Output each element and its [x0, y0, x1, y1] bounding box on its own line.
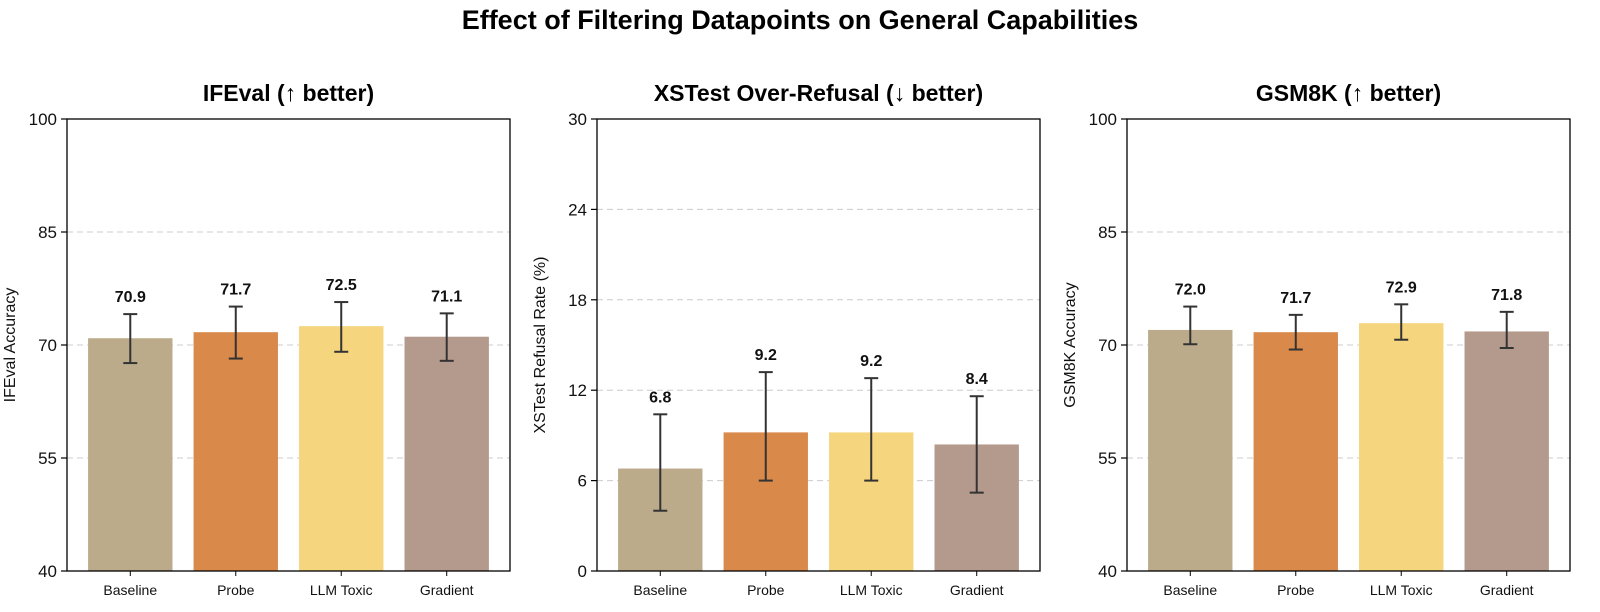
y-tick-label: 55	[38, 449, 57, 468]
y-tick-label: 18	[568, 291, 587, 310]
panel-title: XSTest Over-Refusal (↓ better)	[654, 80, 983, 106]
data-label: 9.2	[860, 353, 882, 370]
x-tick-label: LLM Toxic	[1370, 582, 1433, 598]
error-bar	[969, 395, 984, 494]
y-tick-label: 100	[29, 110, 57, 129]
x-tick-label: Gradient	[950, 582, 1004, 598]
plot-frame	[596, 118, 1041, 572]
error-bar	[439, 312, 454, 362]
x-tick-label: Probe	[217, 582, 255, 598]
x-tick-label: Baseline	[633, 582, 687, 598]
y-axis-label: GSM8K Accuracy	[1062, 282, 1079, 407]
y-tick-label: 0	[578, 562, 587, 581]
y-tick-label: 85	[1098, 223, 1117, 242]
data-label: 72.5	[326, 277, 357, 294]
panel-title: IFEval (↑ better)	[203, 80, 374, 106]
x-tick-label: Gradient	[1480, 582, 1534, 598]
error-bar	[758, 371, 773, 482]
panel-2: 6.8 Baseline 9.2 Probe 9.2 LLM Toxic 8.4 Gradie…	[532, 80, 1041, 598]
data-label: 71.7	[220, 282, 251, 299]
error-bar	[1288, 313, 1303, 351]
y-tick-label: 70	[1098, 336, 1117, 355]
x-tick-label: Probe	[1277, 582, 1315, 598]
bar-gradient	[404, 336, 489, 571]
error-bar	[1394, 303, 1409, 341]
y-tick-label: 40	[38, 562, 57, 581]
x-tick-label: Baseline	[103, 582, 157, 598]
y-tick-label: 40	[1098, 562, 1117, 581]
bar-llm-toxic	[1359, 323, 1444, 571]
data-label: 6.8	[649, 389, 671, 406]
error-bar	[228, 305, 243, 360]
data-label: 71.7	[1280, 290, 1311, 307]
x-tick-label: LLM Toxic	[310, 582, 373, 598]
x-tick-label: Gradient	[420, 582, 474, 598]
figure-title: Effect of Filtering Datapoints on Genera…	[462, 5, 1139, 35]
y-tick-label: 30	[568, 110, 587, 129]
y-tick-label: 12	[568, 381, 587, 400]
y-tick-label: 70	[38, 336, 57, 355]
bar-probe	[193, 332, 278, 571]
data-label: 71.8	[1491, 287, 1522, 304]
panel-1: 70.9 Baseline 71.7 Probe 72.5 LLM Toxic 71.1 Gr…	[2, 80, 511, 598]
x-tick-label: Baseline	[1163, 582, 1217, 598]
data-label: 72.0	[1175, 282, 1206, 299]
error-bar	[334, 301, 349, 353]
y-tick-label: 6	[578, 472, 587, 491]
data-label: 72.9	[1386, 279, 1417, 296]
error-bar	[653, 413, 668, 512]
y-axis-label: XSTest Refusal Rate (%)	[532, 257, 549, 434]
data-label: 70.9	[115, 289, 146, 306]
bar-probe	[1253, 332, 1338, 571]
x-tick-label: Probe	[747, 582, 785, 598]
data-label: 9.2	[755, 347, 777, 364]
data-label: 71.1	[431, 288, 462, 305]
error-bar	[1499, 310, 1514, 350]
error-bar	[864, 377, 879, 482]
data-label: 8.4	[966, 371, 988, 388]
bar-baseline	[1148, 329, 1233, 571]
y-tick-label: 85	[38, 223, 57, 242]
bar-baseline	[88, 338, 173, 571]
y-axis-label: IFEval Accuracy	[2, 288, 19, 403]
panel-title: GSM8K (↑ better)	[1256, 80, 1441, 106]
error-bar	[1183, 305, 1198, 346]
x-tick-label: LLM Toxic	[840, 582, 903, 598]
error-bar	[123, 313, 138, 365]
y-tick-label: 24	[568, 200, 587, 219]
panel-3: 72.0 Baseline 71.7 Probe 72.9 LLM Toxic 71.8 Gr…	[1062, 80, 1571, 598]
y-tick-label: 55	[1098, 449, 1117, 468]
bar-llm-toxic	[299, 326, 384, 571]
y-tick-label: 100	[1089, 110, 1117, 129]
bar-gradient	[1464, 331, 1549, 571]
